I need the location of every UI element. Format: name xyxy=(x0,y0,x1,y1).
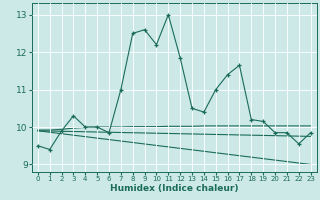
X-axis label: Humidex (Indice chaleur): Humidex (Indice chaleur) xyxy=(110,184,238,193)
